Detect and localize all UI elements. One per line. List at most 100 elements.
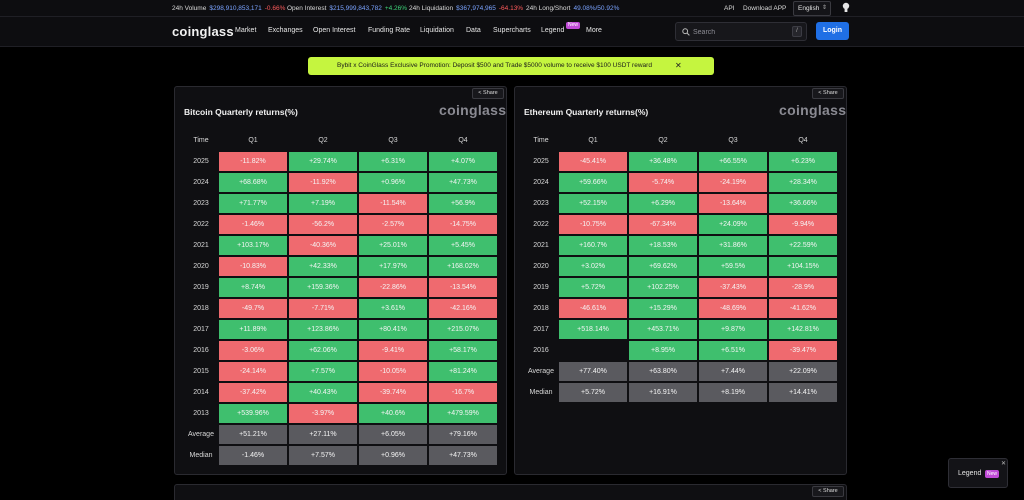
nav-item-liquidation[interactable]: Liquidation [420, 27, 454, 34]
row-label: 2019 [193, 284, 209, 291]
btc-returns-table: Time Q1 Q2 Q3 Q4 2025 -11.82% +29.74% +6.31% +4.… [183, 129, 499, 467]
nav-item-legend[interactable]: Legend [541, 27, 565, 34]
return-cell: +15.29% [629, 299, 697, 318]
row-label: 2016 [193, 347, 209, 354]
table-row: Median +5.72% +16.91% +8.19% +14.41% [525, 383, 837, 402]
return-cell: -7.71% [289, 299, 357, 318]
search-shortcut-key: / [792, 26, 802, 37]
share-label: Share [483, 90, 498, 96]
return-cell: +69.62% [629, 257, 697, 276]
legend-floating-button[interactable]: Legend New ✕ [948, 458, 1008, 488]
row-label: Median [189, 452, 213, 459]
stat-change: -64.13% [498, 5, 524, 12]
top-stats-bar: 24h Volume $298,910,853,171 -0.66% Open In… [0, 0, 1024, 17]
column-header-time: Time [193, 137, 209, 144]
row-label: 2022 [193, 221, 209, 228]
table-row: 2017 +518.14% +453.71% +9.87% +142.81% [525, 320, 837, 339]
return-cell: +103.17% [219, 236, 287, 255]
nav-item-data[interactable]: Data [466, 27, 481, 34]
api-link[interactable]: API [724, 5, 735, 12]
legend-label: Legend [958, 470, 982, 477]
return-cell: +28.34% [769, 173, 837, 192]
nav-item-more[interactable]: More [586, 27, 602, 34]
column-header-time: Time [533, 137, 549, 144]
column-header-q3: Q3 [728, 137, 738, 144]
return-cell: +7.19% [289, 194, 357, 213]
nav-item-market[interactable]: Market [235, 27, 257, 34]
table-row: 2015 -24.14% +7.57% -10.05% +81.24% [185, 362, 497, 381]
return-cell: +51.21% [219, 425, 287, 444]
return-cell: +6.51% [699, 341, 767, 360]
share-label: Share [823, 488, 838, 494]
btc-quarterly-returns-panel: < Share Bitcoin Quarterly returns(%) coi… [174, 86, 507, 475]
login-button[interactable]: Login [816, 22, 849, 40]
return-cell: -49.7% [219, 299, 287, 318]
nav-item-open-interest[interactable]: Open Interest [313, 27, 356, 34]
return-cell: +24.09% [699, 215, 767, 234]
return-cell: +102.25% [629, 278, 697, 297]
table-row: 2022 -1.46% -56.2% -2.57% -14.75% [185, 215, 497, 234]
return-cell: -42.16% [429, 299, 497, 318]
table-row: Average +51.21% +27.11% +6.05% +79.16% [185, 425, 497, 444]
table-row: 2024 +68.68% -11.92% +0.96% +47.73% [185, 173, 497, 192]
return-cell: -40.36% [289, 236, 357, 255]
nav-item-funding-rate[interactable]: Funding Rate [368, 27, 411, 34]
return-cell: +25.01% [359, 236, 427, 255]
return-cell: +68.68% [219, 173, 287, 192]
search-input[interactable] [693, 26, 788, 38]
download-app-link[interactable]: Download APP [743, 5, 787, 12]
return-cell: -3.97% [289, 404, 357, 423]
return-cell: -11.54% [359, 194, 427, 213]
stat-24h-volume: 24h Volume $298,910,853,171 -0.66% [172, 5, 285, 12]
return-cell: -48.69% [699, 299, 767, 318]
return-cell: -11.92% [289, 173, 357, 192]
row-label: 2018 [533, 305, 549, 312]
language-select[interactable]: English ⇕ [793, 1, 831, 16]
return-cell: +3.61% [359, 299, 427, 318]
close-icon[interactable]: ✕ [1001, 461, 1007, 467]
table-row: 2019 +8.74% +159.36% -22.86% -13.54% [185, 278, 497, 297]
row-label: 2024 [533, 179, 549, 186]
promo-banner[interactable]: Bybit x CoinGlass Exclusive Promotion: D… [308, 57, 714, 75]
row-label: 2020 [533, 263, 549, 270]
return-cell: -37.42% [219, 383, 287, 402]
column-header-q4: Q4 [798, 137, 808, 144]
return-cell: +27.11% [289, 425, 357, 444]
table-row: 2017 +11.89% +123.86% +80.41% +215.07% [185, 320, 497, 339]
row-label: 2023 [193, 200, 209, 207]
nav-item-supercharts[interactable]: Supercharts [493, 27, 531, 34]
close-icon[interactable]: ✕ [675, 61, 682, 70]
return-cell: +7.57% [289, 446, 357, 465]
stat-24h-liquidation: 24h Liquidation $367,974,965 -64.13% [409, 5, 523, 12]
table-row: 2016 +8.95% +6.51% -39.47% [525, 341, 837, 360]
column-header-q2: Q2 [318, 137, 328, 144]
return-cell: +58.17% [429, 341, 497, 360]
share-button[interactable]: < Share [812, 88, 844, 99]
eth-quarterly-returns-panel: < Share Ethereum Quarterly returns(%) co… [514, 86, 847, 475]
return-cell: +7.44% [699, 362, 767, 381]
stat-value: $215,999,843,782 [329, 5, 382, 12]
row-label: 2020 [193, 263, 209, 270]
table-header-row: Time Q1 Q2 Q3 Q4 [185, 131, 497, 150]
table-row: 2014 -37.42% +40.43% -39.74% -16.7% [185, 383, 497, 402]
nav-item-exchanges[interactable]: Exchanges [268, 27, 303, 34]
return-cell: +66.55% [699, 152, 767, 171]
next-panel: < Share [174, 484, 847, 500]
stat-value: 49.08%/50.92% [573, 5, 620, 12]
stat-change: +4.26% [384, 5, 408, 12]
share-button[interactable]: < Share [472, 88, 504, 99]
theme-bulb-icon[interactable] [842, 2, 850, 14]
return-cell: +81.24% [429, 362, 497, 381]
return-cell: +5.45% [429, 236, 497, 255]
return-cell: +16.91% [629, 383, 697, 402]
table-header-row: Time Q1 Q2 Q3 Q4 [525, 131, 837, 150]
return-cell: +40.6% [359, 404, 427, 423]
new-badge: New [566, 22, 581, 29]
return-cell: +18.53% [629, 236, 697, 255]
search-box[interactable]: / [675, 22, 807, 41]
return-cell: -1.46% [219, 446, 287, 465]
main-nav: coinglass Market Exchanges Open Interest… [0, 17, 1024, 47]
return-cell: +29.74% [289, 152, 357, 171]
coinglass-logo[interactable]: coinglass [172, 24, 234, 39]
share-button[interactable]: < Share [812, 486, 844, 497]
